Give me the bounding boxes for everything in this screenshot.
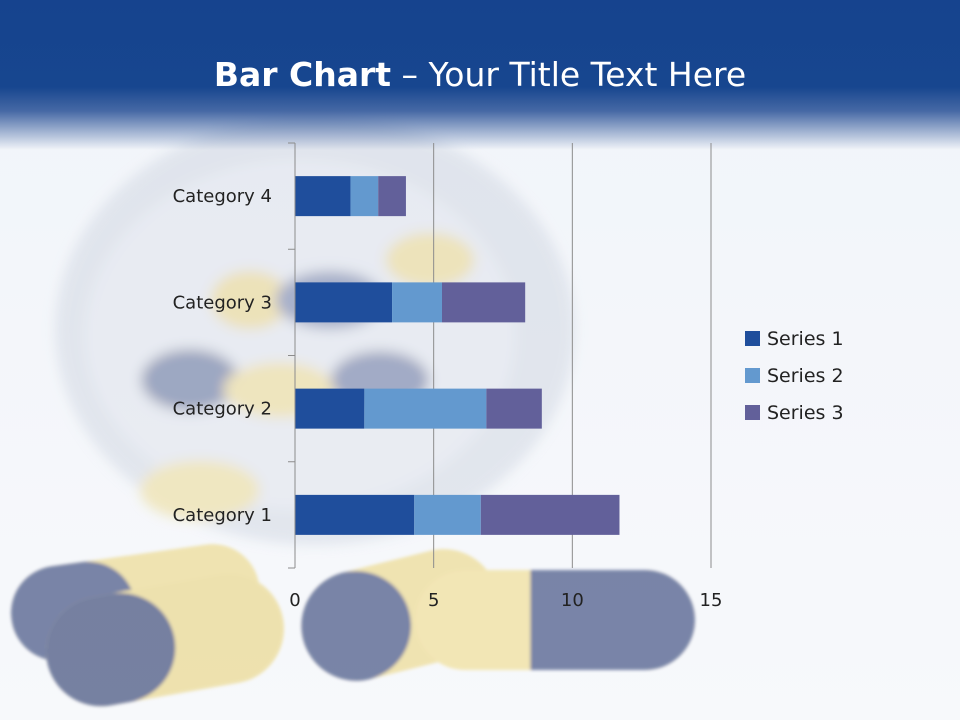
y-tick-label: Category 1 (173, 505, 272, 526)
bar-1-3 (295, 282, 393, 323)
bar-2-1 (414, 494, 481, 535)
bar-2-4 (350, 176, 379, 217)
y-tick-label: Category 4 (173, 186, 272, 207)
y-tick-label: Category 2 (173, 399, 272, 420)
legend-label-1: Series 1 (767, 328, 844, 350)
bar-3-2 (486, 388, 542, 429)
bar-1-4 (295, 176, 351, 217)
bar-2-2 (364, 388, 487, 429)
bar-1-2 (295, 388, 365, 429)
slide-title-rest: Your Title Text Here (428, 55, 747, 94)
bar-1-1 (295, 494, 415, 535)
bar-3-4 (378, 176, 406, 217)
legend-label-3: Series 3 (767, 402, 844, 424)
slide-title-dash: – (391, 55, 429, 94)
title-banner (0, 0, 960, 150)
legend-label-2: Series 2 (767, 365, 844, 387)
legend-swatch-1 (745, 331, 760, 346)
x-tick-label: 15 (700, 590, 723, 611)
x-tick-label: 10 (561, 590, 584, 611)
legend-swatch-3 (745, 405, 760, 420)
legend-swatch-2 (745, 368, 760, 383)
x-tick-label: 5 (428, 590, 439, 611)
y-tick-label: Category 3 (173, 292, 272, 313)
bar-3-1 (480, 494, 620, 535)
x-tick-label: 0 (289, 590, 300, 611)
slide-title: Bar Chart – Your Title Text Here (0, 50, 960, 100)
bar-2-3 (392, 282, 442, 323)
bar-3-3 (441, 282, 526, 323)
slide-title-bold: Bar Chart (213, 55, 392, 94)
